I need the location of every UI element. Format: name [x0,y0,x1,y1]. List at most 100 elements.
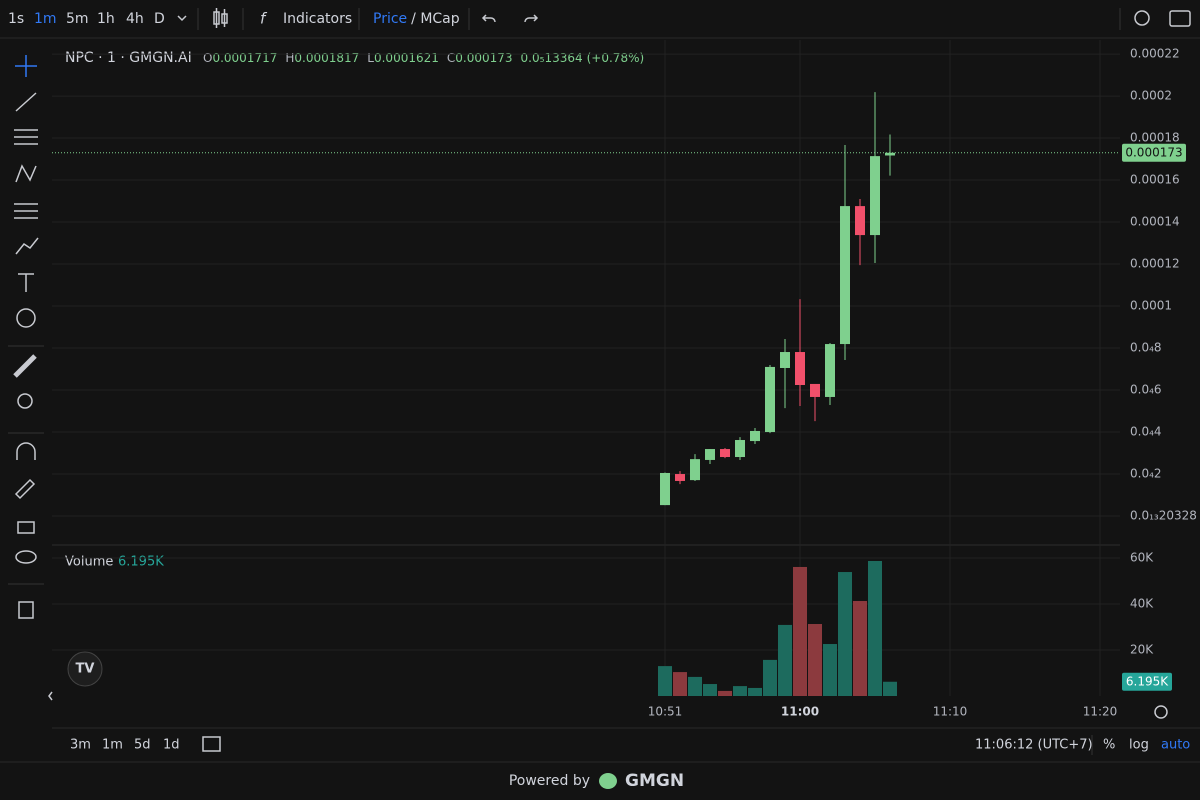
screenshot-button[interactable] [1169,10,1191,27]
x-tick-label: 10:51 [648,705,683,719]
interval-button[interactable]: 5m [66,11,89,27]
tradingview-logo[interactable] [67,651,103,687]
y-tick-label: 0.00022 [1130,47,1180,61]
log-toggle[interactable]: log [1129,738,1149,753]
interval-dropdown[interactable] [177,15,187,22]
clock: 11:06:12 (UTC+7) [975,738,1093,753]
y-tick-label: 0.00018 [1130,131,1180,145]
candle-body [810,383,820,397]
tradingview-logo-mark: TV [76,662,95,677]
ruler-tool[interactable] [13,354,37,378]
legend-change: 0.0₅13364 [521,51,583,65]
emoji-tool[interactable] [16,308,36,328]
range-button[interactable]: 1m [102,738,123,753]
text-tool[interactable] [18,273,34,292]
hide-tool[interactable] [15,550,37,564]
volume-tick-label: 20K [1130,642,1154,656]
auto-toggle[interactable]: auto [1161,738,1190,753]
brush-tool[interactable] [15,237,39,255]
legend-letter: L [367,51,374,65]
indicators-button[interactable]: Indicators [283,11,352,27]
brand: GMGN [625,771,684,791]
price-mcap-toggle[interactable]: Price / MCap [373,11,460,27]
gmgn-logo [599,773,617,789]
volume-bar [688,676,702,696]
candle-body [795,352,805,385]
y-tick-label: 0.00012 [1130,257,1180,271]
y-tick-label: 0.00014 [1130,215,1180,229]
percent-toggle[interactable]: % [1103,738,1115,753]
legend-value: 0.0001817 [294,51,359,65]
y-tick-label: 0.00016 [1130,173,1180,187]
volume-bar [733,686,747,696]
volume-bar [883,681,897,696]
magnet-tool[interactable] [16,442,36,460]
candle-body [750,430,760,442]
y-tick-label: 0.0₄8 [1130,341,1162,355]
interval-button[interactable]: D [154,11,165,27]
range-button[interactable]: 5d [134,738,151,753]
volume-bar [838,572,852,696]
range-button[interactable]: 3m [70,738,91,753]
candle-type-button[interactable] [213,8,228,28]
volume-bar [808,624,822,696]
pattern-tool[interactable] [15,164,37,183]
interval-button[interactable]: 1s [8,11,24,27]
candle-body [720,449,730,458]
current-price-badge [1122,143,1186,162]
price-option[interactable]: Price [373,11,407,27]
lock-tool[interactable] [17,521,35,534]
delete-tool[interactable] [18,601,34,619]
legend-value: 0.0001717 [212,51,277,65]
crosshair-tool[interactable] [15,55,37,77]
candle-body [855,206,865,236]
mcap-option[interactable]: / MCap [411,11,460,27]
settings-button[interactable] [1134,10,1150,26]
interval-button[interactable]: 4h [126,11,144,27]
undo-button[interactable] [481,14,496,23]
candle-body [705,449,715,460]
trendline-tool[interactable] [15,92,37,112]
y-tick-label: 0.0002 [1130,89,1172,103]
y-tick-label: 0.0₁₃20328 [1130,509,1197,523]
projection-tool[interactable] [14,203,38,219]
interval-button[interactable]: 1h [97,11,115,27]
volume-bar [868,560,882,696]
lock-drawing-tool[interactable] [14,478,36,500]
volume-tick-label: 40K [1130,596,1154,610]
volume-badge [1122,672,1172,691]
current-price-label: 0.000173 [1125,145,1182,159]
legend-letter: H [285,51,294,65]
fx-icon[interactable]: f [260,10,268,28]
ohlc-legend: O0.0001717 H0.0001817 L0.0001621 C0.000173 0… [203,51,644,65]
volume-bar [703,684,717,696]
powered-by: Powered by [509,773,590,789]
volume-bar [763,659,777,696]
volume-title: Volume [65,555,113,570]
volume-bar [823,644,837,696]
candle-body [765,366,775,433]
redo-button[interactable] [524,14,539,23]
volume-tick-label: 60K [1130,550,1154,564]
x-tick-label: 11:00 [781,705,819,719]
candle-body [780,352,790,368]
candle-body [840,206,850,345]
fib-tool[interactable] [14,129,38,145]
volume-bar [778,624,792,696]
interval-group: 1s 1m 5m 1h 4h D [8,11,165,27]
y-tick-label: 0.0₄2 [1130,467,1162,481]
volume-bar [718,690,732,696]
y-tick-label: 0.0₄6 [1130,383,1162,397]
interval-button[interactable]: 1m [34,11,57,27]
date-range-button[interactable] [202,736,221,752]
axis-settings[interactable] [1154,705,1168,719]
range-button[interactable]: 1d [163,738,180,753]
zoom-tool[interactable] [17,393,33,409]
symbol-title: NPC · 1 · GMGN.AI [65,50,192,66]
plot: 0.00022 0.0002 0.00018 0.00016 0.00014 0.0001… [52,40,1197,719]
candle-body [690,459,700,481]
y-tick-label: 0.0001 [1130,299,1172,313]
collapse-sidebar[interactable] [48,691,53,701]
